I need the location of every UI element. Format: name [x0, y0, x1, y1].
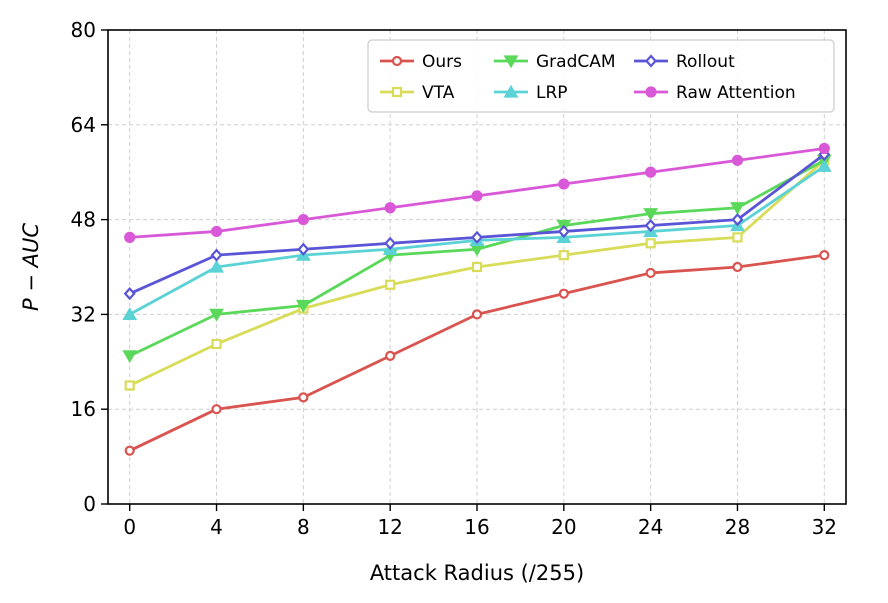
- legend-entry-4: Rollout: [634, 52, 735, 72]
- data-point: [122, 307, 138, 320]
- data-point: [211, 404, 222, 415]
- data-point: [471, 261, 483, 273]
- data-point: [124, 231, 136, 243]
- data-point: [558, 178, 570, 190]
- data-point: [123, 287, 136, 301]
- legend-label: LRP: [536, 83, 568, 103]
- data-point: [819, 250, 830, 261]
- data-point: [385, 350, 396, 361]
- data-point: [471, 190, 483, 202]
- data-point: [124, 445, 135, 456]
- data-point: [297, 214, 309, 226]
- legend-marker: [391, 55, 403, 67]
- data-point: [384, 202, 396, 214]
- legend-entry-2: GradCAM: [494, 52, 616, 72]
- legend-marker: [645, 54, 657, 68]
- data-point: [557, 224, 570, 239]
- y-tick-label: 0: [83, 492, 96, 516]
- data-point: [558, 288, 569, 299]
- series-layer: [122, 142, 832, 456]
- legend-entry-3: LRP: [494, 83, 568, 103]
- legend-marker: [391, 86, 403, 98]
- data-point: [469, 243, 485, 257]
- data-point: [471, 309, 483, 320]
- data-point: [731, 154, 744, 166]
- y-axis-label: P − AUC: [19, 223, 43, 311]
- data-point: [210, 248, 223, 262]
- data-point: [645, 238, 656, 249]
- y-tick-label: 64: [71, 113, 96, 137]
- x-tick-label: 20: [551, 515, 576, 539]
- x-tick-label: 4: [210, 515, 223, 539]
- legend-marker: [503, 55, 519, 69]
- data-point: [209, 308, 224, 322]
- legend-label: Raw Attention: [676, 83, 796, 103]
- legend-label: VTA: [422, 83, 455, 103]
- data-point: [124, 380, 135, 391]
- legend-label: GradCAM: [536, 52, 616, 72]
- data-point: [385, 279, 396, 290]
- data-point: [209, 259, 224, 273]
- data-point: [816, 159, 832, 172]
- data-point: [298, 392, 309, 403]
- x-tick-label: 32: [812, 515, 837, 539]
- legend-marker: [645, 86, 657, 98]
- series-5: [124, 142, 830, 243]
- x-tick-label: 0: [123, 515, 136, 539]
- legend-box: [367, 39, 835, 113]
- legend-entry-5: Raw Attention: [634, 83, 796, 103]
- data-point: [210, 225, 223, 238]
- data-point: [818, 142, 830, 155]
- y-tick-label: 32: [71, 302, 96, 326]
- data-point: [732, 261, 743, 273]
- x-tick-label: 24: [638, 515, 663, 539]
- data-point: [384, 236, 397, 250]
- data-point: [644, 218, 657, 233]
- data-point: [645, 166, 657, 178]
- legend-label: Ours: [422, 52, 462, 72]
- x-tick-label: 28: [725, 515, 750, 539]
- legend-entry-1: VTA: [380, 83, 455, 103]
- data-point: [471, 230, 483, 245]
- data-point: [643, 208, 659, 221]
- series-0: [124, 250, 830, 456]
- x-tick-label: 8: [297, 515, 310, 539]
- legend: Ours VTA GradCAM LRP Rollout Raw Attention: [367, 39, 835, 113]
- x-tick-label: 16: [464, 515, 489, 539]
- series-line: [129, 153, 826, 295]
- data-point: [732, 232, 743, 243]
- x-axis-label: Attack Radius (/255): [370, 561, 584, 585]
- series-4: [123, 147, 831, 301]
- data-point: [731, 212, 744, 227]
- y-tick-label: 80: [71, 18, 96, 42]
- data-point: [211, 338, 222, 350]
- data-point: [645, 267, 656, 279]
- legend-marker: [503, 84, 519, 98]
- y-tick-label: 48: [71, 208, 96, 232]
- data-point: [730, 202, 745, 215]
- data-point: [122, 350, 138, 364]
- legend-label: Rollout: [676, 52, 735, 72]
- y-tick-label: 16: [71, 397, 96, 421]
- legend-entry-0: Ours: [380, 52, 462, 72]
- data-point: [297, 242, 310, 256]
- data-point: [558, 250, 569, 261]
- data-point: [295, 299, 311, 313]
- x-tick-label: 12: [377, 515, 402, 539]
